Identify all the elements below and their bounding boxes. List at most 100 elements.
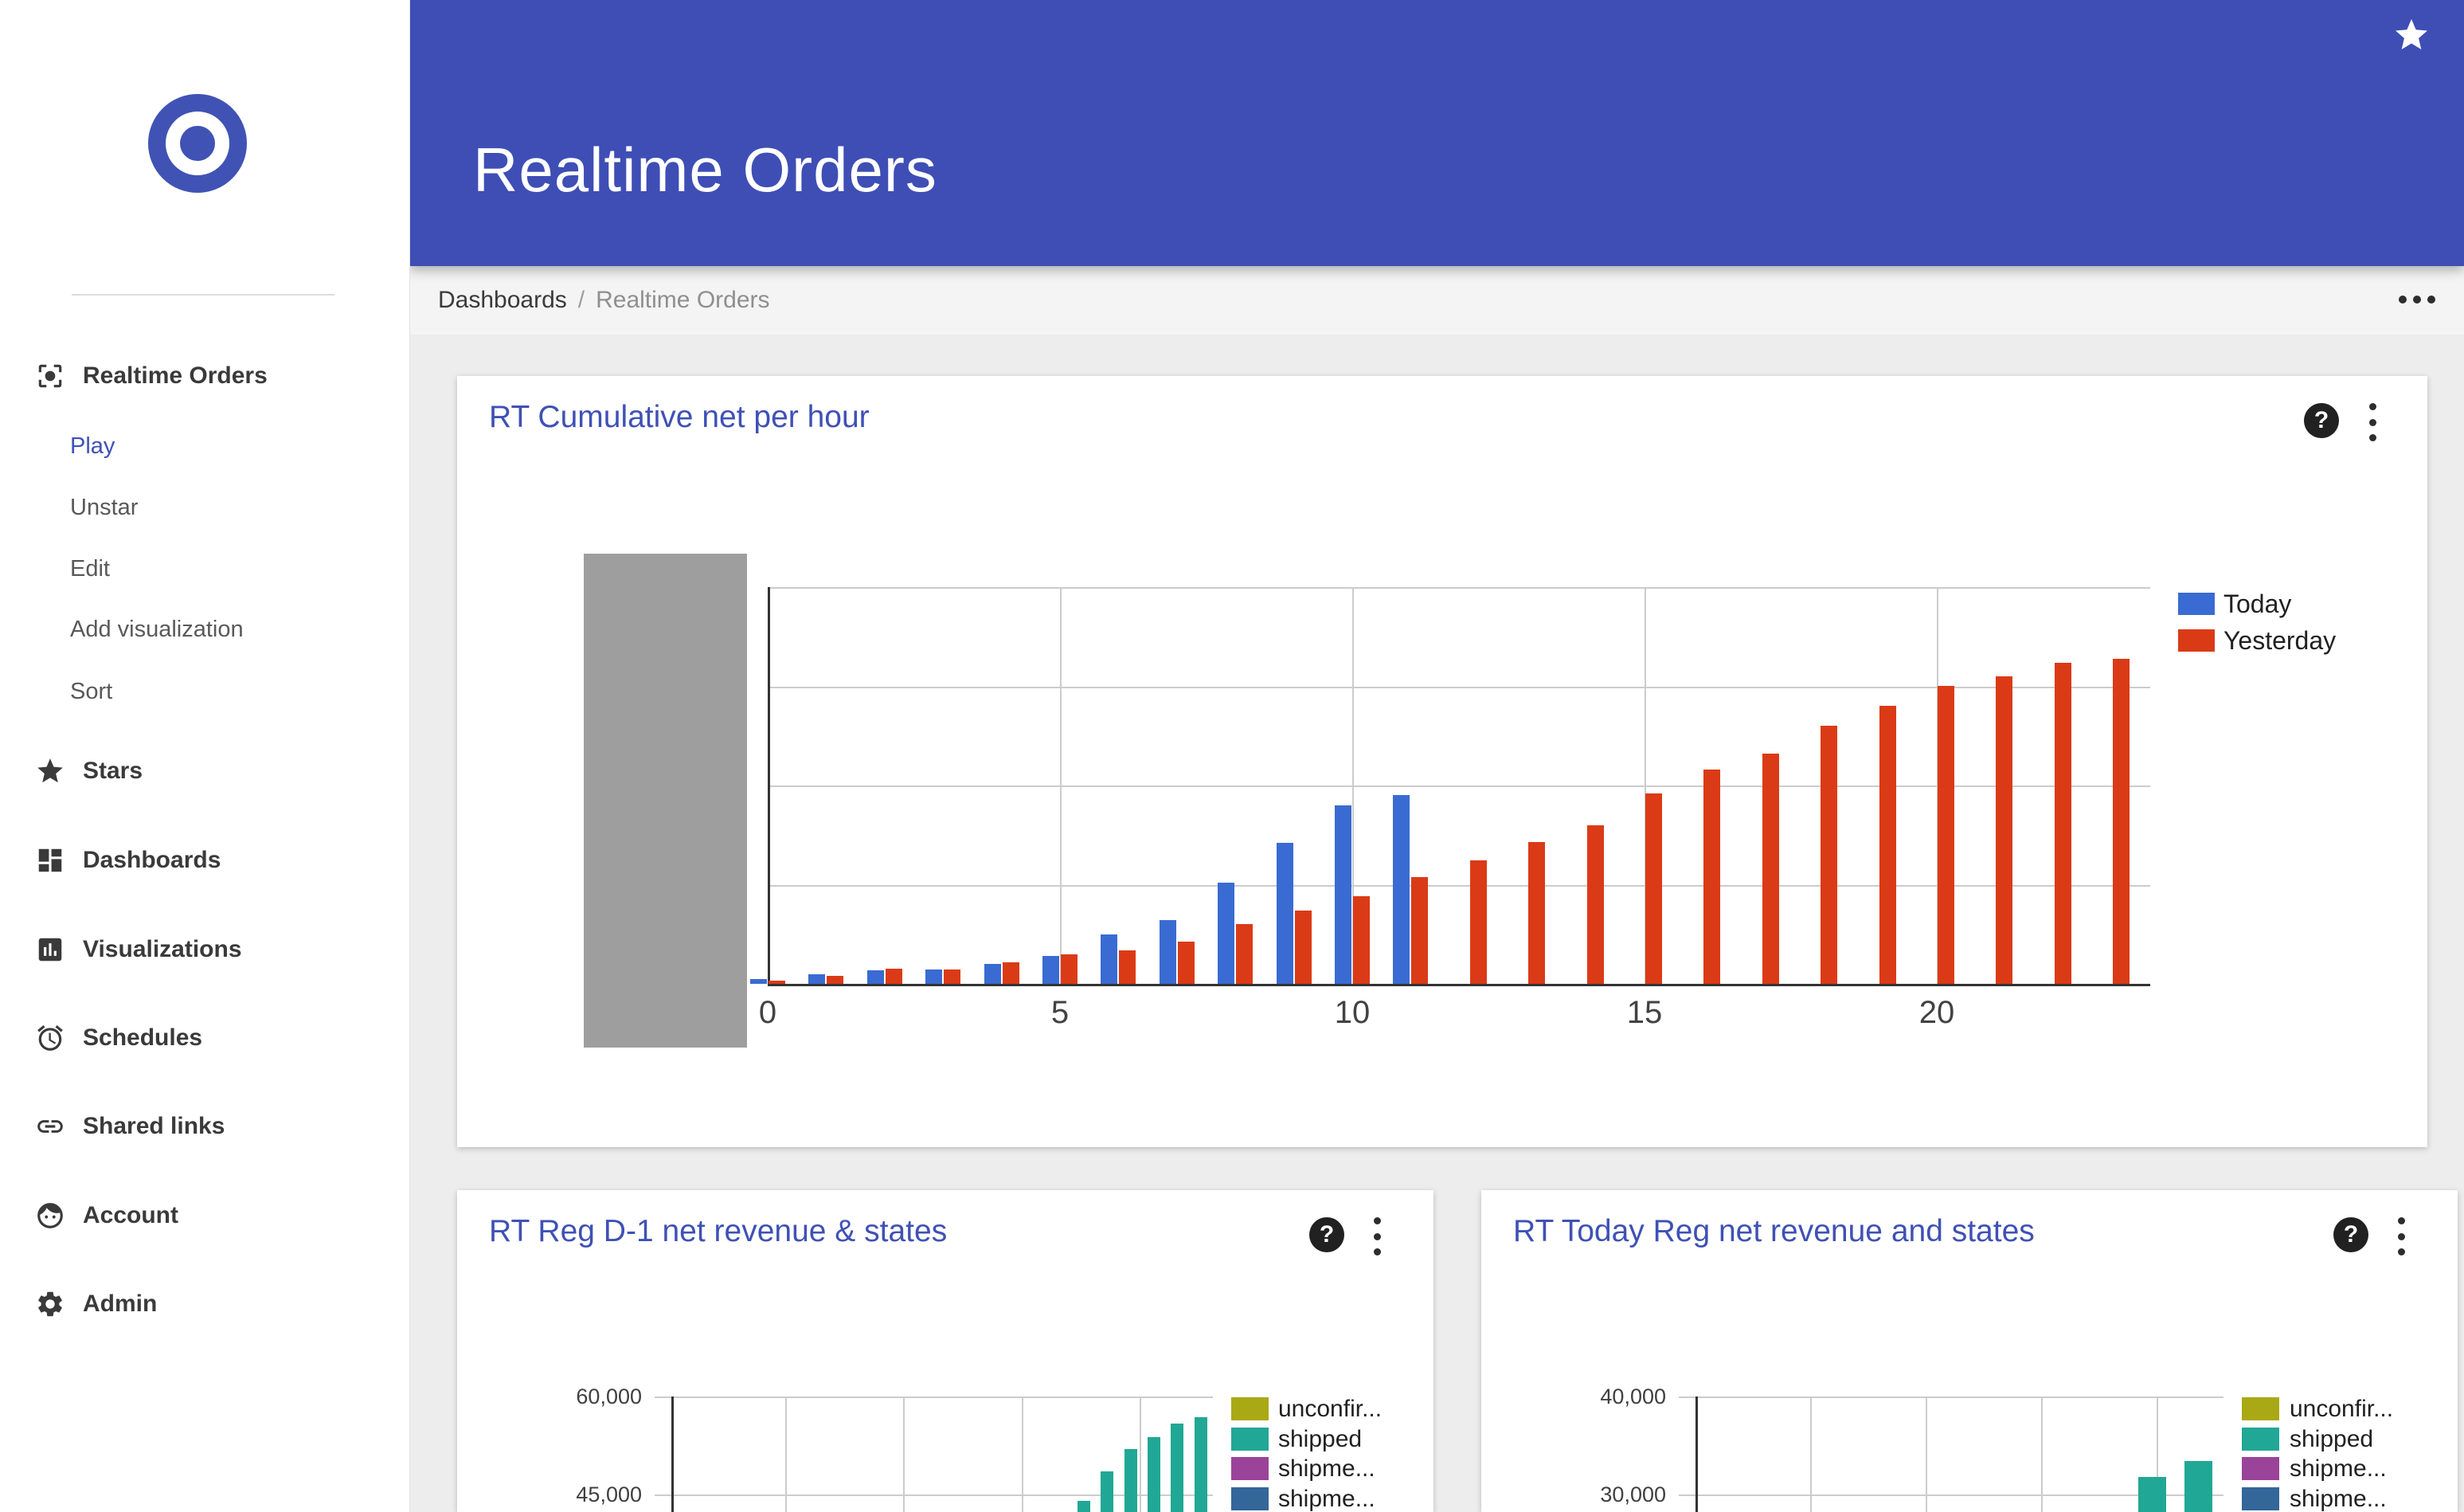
- center-focus-icon: [35, 361, 65, 391]
- gear-icon: [35, 1289, 65, 1319]
- bar-shipped-0: [1078, 1501, 1090, 1512]
- sidebar-subitem-label: Unstar: [70, 494, 139, 520]
- bar-yesterday-h2: [885, 969, 902, 984]
- y-tick-label: 40,000: [1600, 1385, 1666, 1408]
- bar-yesterday-h19: [1879, 706, 1896, 984]
- bar-yesterday-h17: [1762, 754, 1779, 984]
- legend-label-3: shipme...: [2290, 1486, 2387, 1512]
- gridline-v: [785, 1396, 787, 1512]
- alarm-icon: [35, 1023, 65, 1053]
- bar-shipped-5: [1195, 1417, 1207, 1512]
- more-options-icon[interactable]: [2399, 296, 2435, 304]
- gray-overlay-block: [584, 554, 747, 1048]
- breadcrumb-current: Realtime Orders: [596, 287, 770, 313]
- sidebar-item-label: Account: [83, 1202, 178, 1228]
- sidebar-subitem-edit[interactable]: Edit: [0, 543, 409, 594]
- gridline-h: [768, 686, 2150, 688]
- sidebar-subitem-label: Add visualization: [70, 616, 244, 642]
- gridline-v: [1022, 1396, 1023, 1512]
- x-tick-label: 15: [1626, 995, 1663, 1030]
- bar-today-h9: [1276, 843, 1293, 984]
- bar-yesterday-h10: [1353, 896, 1370, 984]
- card-title-link[interactable]: RT Today Reg net revenue and states: [1513, 1214, 2035, 1248]
- x-tick-label: 5: [1050, 995, 1070, 1030]
- sidebar-item-realtime-orders[interactable]: Realtime Orders: [0, 351, 409, 402]
- legend-swatch-today: [2178, 593, 2215, 615]
- bar-shipped-1: [1101, 1471, 1113, 1512]
- sidebar-subitem-sort[interactable]: Sort: [0, 666, 409, 717]
- sidebar-item-account[interactable]: Account: [0, 1190, 409, 1241]
- y-tick-label: 45,000: [576, 1483, 642, 1506]
- sidebar-item-label: Schedules: [83, 1024, 203, 1051]
- bar-yesterday-h13: [1528, 842, 1546, 984]
- bar-today-h8: [1218, 883, 1235, 984]
- x-tick-label: 20: [1918, 995, 1955, 1030]
- kebab-menu-icon[interactable]: [2389, 1217, 2413, 1255]
- bar-yesterday-h12: [1469, 860, 1487, 984]
- y-axis-line: [1695, 1396, 1698, 1512]
- header: Realtime Orders: [409, 0, 2464, 266]
- gridline-v: [1140, 1396, 1141, 1512]
- kebab-menu-icon[interactable]: [2360, 403, 2384, 441]
- sidebar-subitem-label: Edit: [70, 555, 110, 582]
- gridline-h: [768, 785, 2150, 787]
- gridline-v: [2041, 1396, 2043, 1512]
- face-icon: [35, 1201, 65, 1231]
- help-icon[interactable]: ?: [1309, 1217, 1344, 1252]
- help-icon[interactable]: ?: [2304, 403, 2339, 438]
- breadcrumb: Dashboards / Realtime Orders: [438, 266, 770, 335]
- bar-yesterday-h14: [1586, 825, 1604, 984]
- legend-label-today: Today: [2223, 590, 2292, 618]
- gridline-h: [655, 1396, 1213, 1398]
- bar-today-h10: [1335, 805, 1351, 984]
- y-axis-line: [768, 587, 770, 984]
- legend-label-0: unconfir...: [2290, 1396, 2394, 1422]
- star-icon[interactable]: [2392, 16, 2431, 54]
- sidebar-item-stars[interactable]: Stars: [0, 746, 409, 797]
- card-title-link[interactable]: RT Reg D-1 net revenue & states: [489, 1214, 948, 1248]
- bar-yesterday-h22: [2054, 663, 2071, 984]
- bar-yesterday-h9: [1294, 911, 1312, 984]
- sidebar-item-shared-links[interactable]: Shared links: [0, 1101, 409, 1152]
- sidebar-item-visualizations[interactable]: Visualizations: [0, 924, 409, 975]
- sidebar-item-label: Stars: [83, 758, 143, 784]
- legend-swatch-yesterday: [2178, 629, 2215, 652]
- gridline-v: [1352, 587, 1354, 984]
- x-axis-line: [768, 984, 2150, 986]
- bar-yesterday-h6: [1119, 950, 1136, 984]
- legend-label-0: unconfir...: [1278, 1396, 1383, 1422]
- sidebar-item-admin[interactable]: Admin: [0, 1279, 409, 1330]
- sidebar-subitem-add-visualization[interactable]: Add visualization: [0, 604, 409, 655]
- sidebar-item-label: Dashboards: [83, 847, 221, 873]
- sidebar-item-schedules[interactable]: Schedules: [0, 1013, 409, 1063]
- breadcrumb-dashboards[interactable]: Dashboards: [438, 287, 567, 313]
- bar-today-h7: [1159, 920, 1176, 984]
- sidebar-subitem-play[interactable]: Play: [0, 421, 409, 472]
- legend-label-yesterday: Yesterday: [2223, 626, 2337, 655]
- app-logo-bullseye-icon[interactable]: [148, 94, 247, 193]
- bar-yesterday-h23: [2113, 659, 2130, 984]
- legend-swatch-1: [2242, 1428, 2279, 1451]
- sidebar-subitem-unstar[interactable]: Unstar: [0, 482, 409, 533]
- gridline-v: [903, 1396, 905, 1512]
- gridline-v: [1060, 587, 1062, 984]
- gridline-v: [1926, 1396, 1927, 1512]
- link-icon: [35, 1111, 65, 1142]
- bar-shipped-4: [1171, 1424, 1183, 1512]
- kebab-menu-icon[interactable]: [1365, 1217, 1389, 1255]
- bar-today-h11: [1393, 795, 1410, 984]
- bar-yesterday-h1: [827, 976, 844, 984]
- sidebar-item-label: Realtime Orders: [83, 362, 268, 389]
- card-reg-d1-net-revenue: RT Reg D-1 net revenue & states ? 60,000…: [457, 1190, 1433, 1512]
- help-icon[interactable]: ?: [2333, 1217, 2368, 1252]
- bar-yesterday-h15: [1645, 793, 1662, 984]
- page-title: Realtime Orders: [473, 135, 937, 205]
- sidebar-item-label: Shared links: [83, 1113, 225, 1139]
- gridline-h: [768, 587, 2150, 589]
- card-title-link[interactable]: RT Cumulative net per hour: [489, 400, 870, 434]
- bar-yesterday-h8: [1236, 924, 1254, 984]
- sidebar-item-dashboards[interactable]: Dashboards: [0, 835, 409, 886]
- bar-shipped-2: [1124, 1449, 1137, 1512]
- dashboard-icon: [35, 845, 65, 875]
- x-tick-label: 10: [1334, 995, 1371, 1030]
